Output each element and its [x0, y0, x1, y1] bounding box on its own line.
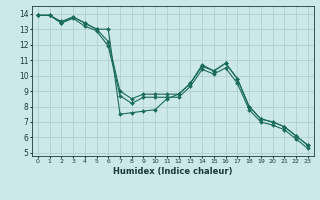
X-axis label: Humidex (Indice chaleur): Humidex (Indice chaleur): [113, 167, 233, 176]
